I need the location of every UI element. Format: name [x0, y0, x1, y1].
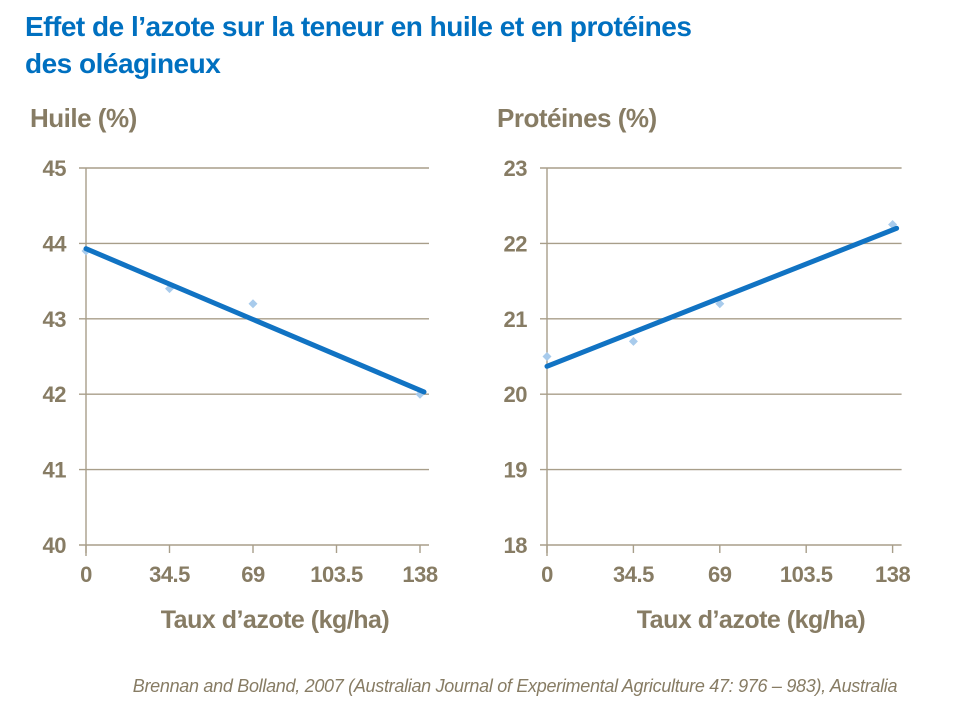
x-axis-title-huile: Taux d’azote (kg/ha) [160, 606, 390, 634]
y-tick-label: 40 [43, 533, 67, 558]
y-tick-label: 20 [504, 382, 528, 407]
trend-line [83, 246, 427, 395]
x-tick-label: 0 [541, 562, 553, 587]
slide-title-line2: des oléagineux [25, 48, 221, 79]
y-tick-label: 21 [504, 307, 528, 332]
y-tick-label: 42 [43, 382, 67, 407]
y-tick-label: 45 [43, 156, 67, 181]
x-tick-label: 69 [708, 562, 732, 587]
y-tick-label: 18 [504, 533, 528, 558]
y-tick-label: 22 [504, 231, 528, 256]
data-point-marker [715, 299, 725, 309]
x-tick-label: 0 [80, 562, 92, 587]
y-tick-label: 43 [43, 307, 67, 332]
x-tick-label: 69 [241, 562, 265, 587]
x-tick-label: 34.5 [613, 562, 654, 587]
data-point-marker [542, 352, 552, 361]
x-tick-label: 34.5 [149, 562, 190, 587]
y-tick-label: 23 [504, 156, 528, 181]
data-point-marker [628, 336, 638, 346]
source-citation: Brennan and Bolland, 2007 (Australian Jo… [132, 676, 898, 696]
huile-plot: 45 44 43 42 41 40 0 34.5 69 103.5 138 [43, 156, 439, 587]
x-tick-label: 103.5 [310, 562, 363, 587]
slide-title-line1: Effet de l’azote sur la teneur en huile … [25, 11, 692, 42]
proteines-plot: 23 22 21 20 19 18 0 34.5 69 103.5 138 [504, 156, 911, 587]
trend-line [544, 225, 900, 369]
y-tick-label: 41 [43, 458, 67, 483]
y-tick-label: 44 [43, 231, 68, 256]
chart-title-proteines: Protéines (%) [497, 103, 657, 133]
chart-title-huile: Huile (%) [30, 103, 137, 133]
x-tick-label: 138 [402, 562, 437, 587]
x-tick-label: 138 [875, 562, 910, 587]
x-axis-title-proteines: Taux d’azote (kg/ha) [636, 606, 866, 634]
x-tick-label: 103.5 [780, 562, 833, 587]
data-point-marker [248, 299, 258, 309]
slide-title: Effet de l’azote sur la teneur en huile … [25, 8, 905, 82]
y-tick-label: 19 [504, 458, 528, 483]
